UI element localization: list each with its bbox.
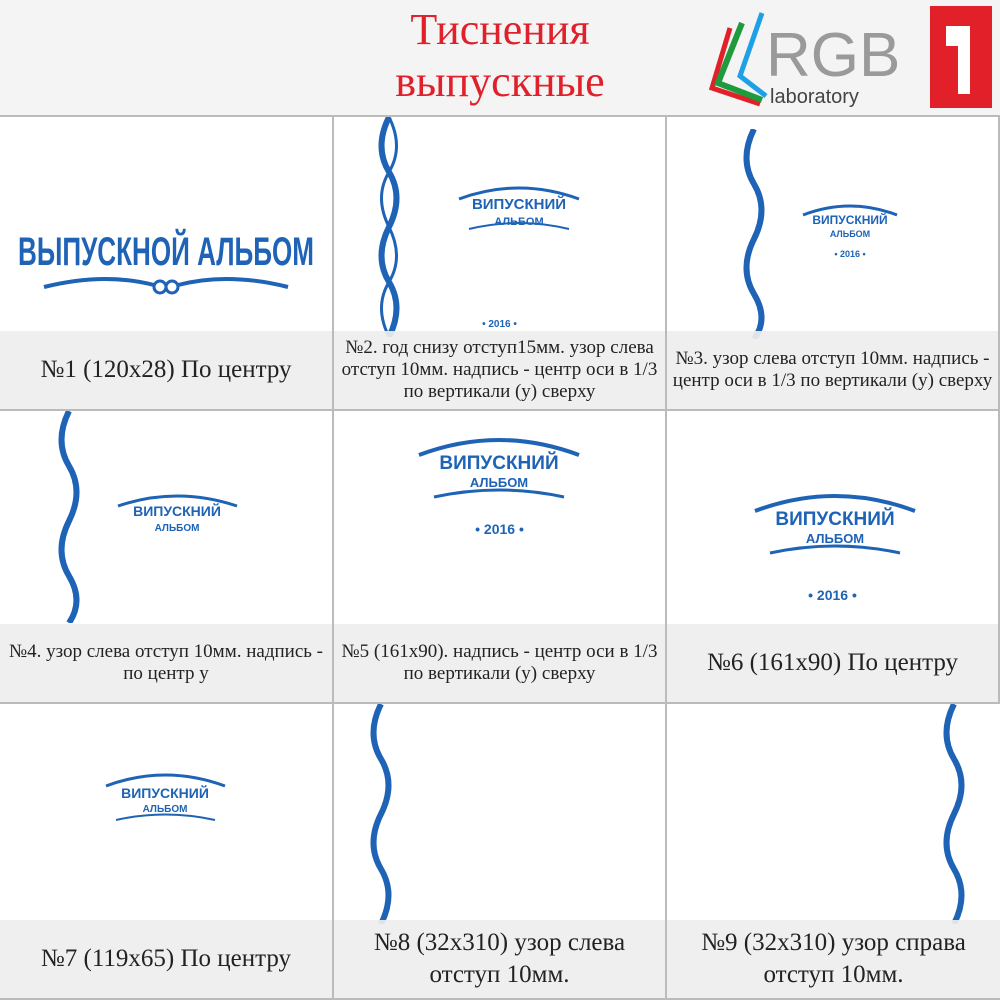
caption: №2. год снизу отступ15мм. узор слева отс… [334,331,665,409]
cell-7[interactable]: ВИПУСКНИЙ АЛЬБОМ №7 (119x65) По центру [0,704,334,1000]
cell-2[interactable]: ВИПУСКНИЙ АЛЬБОМ • 2016 • №2. год снизу … [334,117,667,411]
svg-text:АЛЬБОМ: АЛЬБОМ [830,229,870,239]
vertical-ornament [943,704,965,924]
year-label: • 2016 • [834,249,866,259]
graduation-emblem: ВИПУСКНИЙ АЛЬБОМ [754,494,916,555]
graduation-emblem: ВИПУСКНИЙ АЛЬБОМ [117,494,238,534]
cell-9[interactable]: №9 (32x310) узор справа отступ 10мм. [667,704,1000,1000]
svg-text:ВИПУСКНИЙ: ВИПУСКНИЙ [439,452,558,474]
cell-4[interactable]: ВИПУСКНИЙ АЛЬБОМ №4. узор слева отступ 1… [0,411,334,704]
svg-text:АЛЬБОМ: АЛЬБОМ [143,804,188,815]
svg-text:RGB: RGB [766,21,900,90]
cell-3[interactable]: ВИПУСКНИЙ АЛЬБОМ • 2016 • №3. узор слева… [667,117,1000,411]
caption: №6 (161x90) По центру [667,624,998,702]
vertical-ornament [58,411,80,623]
svg-text:ВИПУСКНИЙ: ВИПУСКНИЙ [121,784,209,801]
svg-text:ВИПУСКНИЙ: ВИПУСКНИЙ [472,195,566,213]
rgb-laboratory-logo: RGB laboratory [708,12,900,108]
caption: №9 (32x310) узор справа отступ 10мм. [667,920,1000,998]
svg-text:ВЫПУСКНОЙ АЛЬБОМ: ВЫПУСКНОЙ АЛЬБОМ [18,228,314,274]
caption: №7 (119x65) По центру [0,920,332,998]
svg-text:ВИПУСКНИЙ: ВИПУСКНИЙ [812,212,887,227]
caption: №1 (120x28) По центру [0,331,332,409]
emboss-grid: ВЫПУСКНОЙ АЛЬБОМ №1 (120x28) По центру В… [0,117,1000,1000]
graduation-emblem: ВИПУСКНИЙ АЛЬБОМ [105,773,226,821]
graduation-emblem: ВИПУСКНИЙ АЛЬБОМ [802,204,898,239]
cell-5[interactable]: ВИПУСКНИЙ АЛЬБОМ • 2016 • №5 (161x90). н… [334,411,667,704]
cell-1[interactable]: ВЫПУСКНОЙ АЛЬБОМ №1 (120x28) По центру [0,117,334,411]
caption: №4. узор слева отступ 10мм. надпись - по… [0,624,332,702]
graduation-emblem: ВИПУСКНИЙ АЛЬБОМ [458,186,580,230]
svg-text:laboratory: laboratory [770,86,859,108]
cell-8[interactable]: №8 (32x310) узор слева отступ 10мм. [334,704,667,1000]
svg-text:ВИПУСКНИЙ: ВИПУСКНИЙ [775,508,894,530]
vertical-ornament [378,117,400,337]
year-label: • 2016 • [482,319,517,330]
caption: №8 (32x310) узор слева отступ 10мм. [334,920,665,998]
svg-text:АЛЬБОМ: АЛЬБОМ [806,531,864,546]
header: Тиснения выпускные RGB laboratory 1 [0,0,1000,117]
svg-text:АЛЬБОМ: АЛЬБОМ [155,523,200,534]
svg-text:АЛЬБОМ: АЛЬБОМ [470,475,528,490]
vertical-ornament [370,704,392,924]
caption: №3. узор слева отступ 10мм. надпись - це… [667,331,998,409]
album-title-emblem: ВЫПУСКНОЙ АЛЬБОМ [18,228,314,295]
vertical-ornament [743,129,765,339]
caption: №5 (161x90). надпись - центр оси в 1/3 п… [334,624,665,702]
badge-one: 1 [930,6,992,108]
year-label: • 2016 • [475,521,524,537]
year-label: • 2016 • [808,587,857,603]
cell-6[interactable]: ВИПУСКНИЙ АЛЬБОМ • 2016 • №6 (161x90) По… [667,411,1000,704]
page-title: Тиснения выпускные [395,5,605,106]
graduation-emblem: ВИПУСКНИЙ АЛЬБОМ [418,438,580,499]
svg-text:ВИПУСКНИЙ: ВИПУСКНИЙ [133,502,221,519]
